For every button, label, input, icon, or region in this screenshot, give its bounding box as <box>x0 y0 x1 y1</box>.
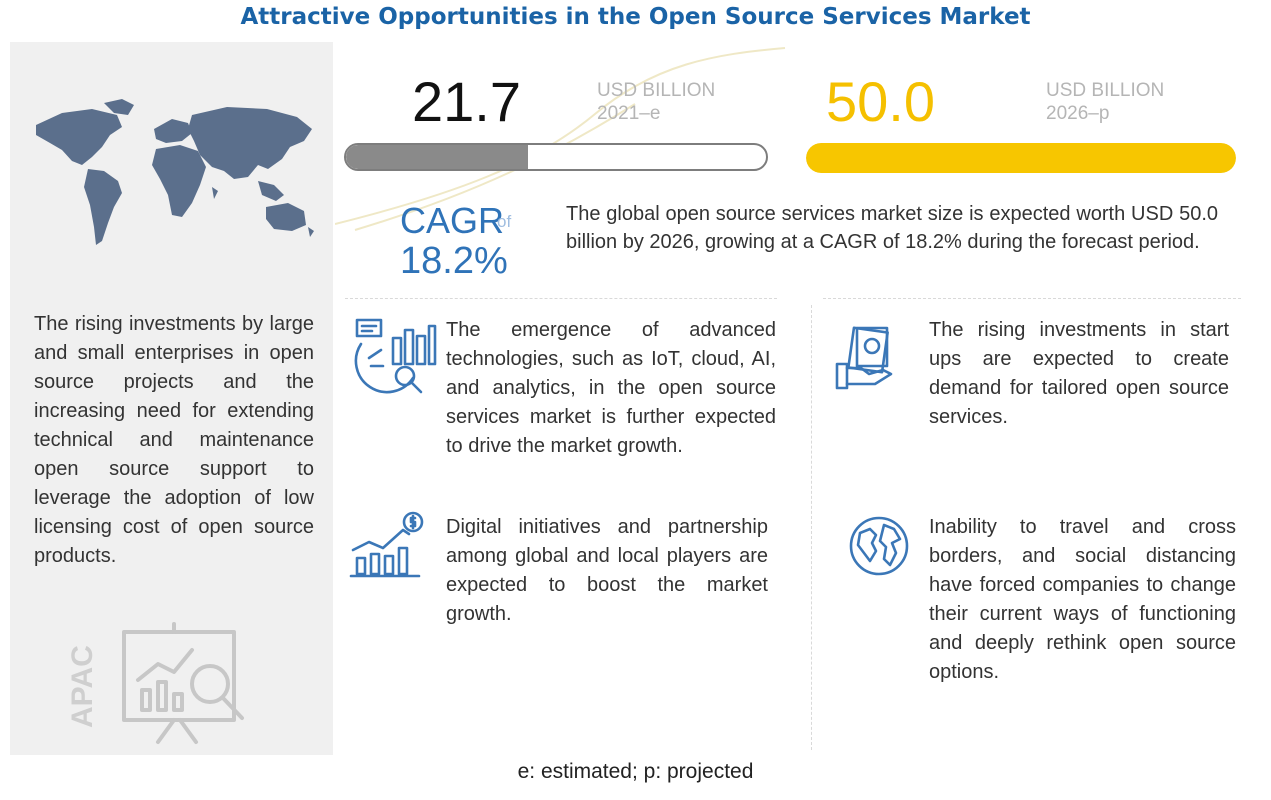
investment-hand-icon <box>835 326 893 390</box>
year-2021: 2021–e <box>597 103 661 124</box>
divider-vertical <box>811 305 812 750</box>
driver-advanced-technologies: The emergence of advanced technologies, … <box>446 319 776 457</box>
cagr-label: CAGR <box>400 200 505 241</box>
driver-startup-investments: The rising investments in start ups are … <box>929 319 1229 428</box>
apac-region-label: APAC <box>66 645 99 728</box>
growth-chart-icon <box>349 511 424 578</box>
presentation-board-icon <box>122 622 244 744</box>
progress-fill-2021 <box>346 145 529 169</box>
analytics-icon <box>354 318 437 394</box>
cagr-value: 18.2% <box>400 240 508 282</box>
world-map-icon <box>36 99 314 245</box>
divider-top-right <box>823 298 1241 299</box>
unit-2026: USD BILLION <box>1046 80 1165 101</box>
divider-top-left <box>345 298 777 299</box>
progress-bar-2026 <box>806 143 1236 173</box>
market-summary: The global open source services market s… <box>566 203 1218 253</box>
globe-icon <box>849 516 909 576</box>
progress-bar-2021 <box>344 143 768 171</box>
apac-label-text: APAC <box>66 645 99 728</box>
cagr-of-label: of <box>497 212 512 231</box>
market-value-2021: 21.7 <box>412 70 521 133</box>
driver-digital-initiatives: Digital initiatives and partnership amon… <box>446 516 768 625</box>
market-value-2026: 50.0 <box>826 70 935 133</box>
page-title: Attractive Opportunities in the Open Sou… <box>240 4 1031 30</box>
progress-fill-2026 <box>806 143 1236 173</box>
driver-travel-restrictions: Inability to travel and cross borders, a… <box>929 516 1236 683</box>
decorative-swirl <box>335 47 786 231</box>
left-panel-description: The rising investments by large and smal… <box>34 313 314 567</box>
year-2026: 2026–p <box>1046 103 1110 124</box>
unit-2021: USD BILLION <box>597 80 716 101</box>
footnote: e: estimated; p: projected <box>517 760 754 783</box>
